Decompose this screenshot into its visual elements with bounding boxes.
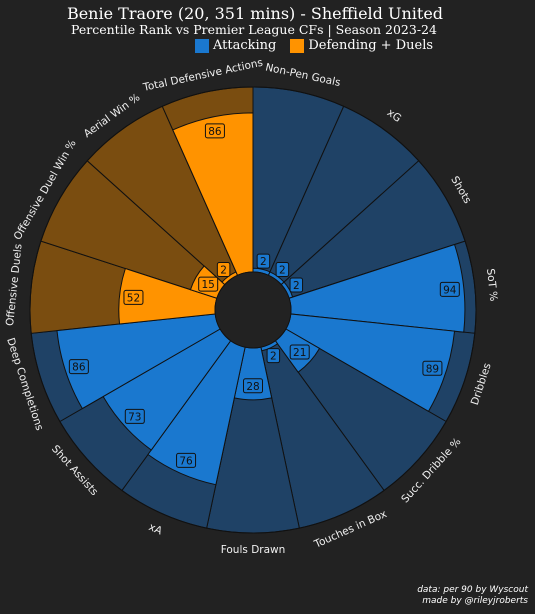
legend-label-attacking: Attacking	[213, 38, 277, 53]
value-label-xg: 2	[275, 262, 290, 278]
value-label-text-offensive-duels: 52	[127, 292, 140, 304]
value-label-box-shots	[289, 277, 304, 293]
chart-title: Benie Traore (20, 351 mins) - Sheffield …	[66, 4, 444, 23]
legend-item-defending: Defending + Duels	[290, 38, 433, 53]
value-label-text-total-defensive-actions: 86	[208, 126, 222, 138]
value-label-box-xg	[275, 262, 290, 278]
value-label-box-non-pen-goals	[256, 253, 271, 269]
value-label-touches-in-box: 2	[266, 348, 281, 364]
value-label-text-aerial-win: 2	[220, 265, 227, 277]
value-label-text-fouls-drawn: 28	[246, 381, 259, 393]
value-label-box-offensive-duel-win	[198, 276, 219, 292]
footer-author: made by @rileyjroberts	[422, 596, 528, 606]
category-label-xa: xA	[147, 521, 165, 538]
category-label-xg: xG	[385, 107, 404, 125]
value-label-text-shot-assists: 73	[128, 411, 141, 423]
value-label-box-succ-dribble	[289, 344, 310, 360]
value-label-box-deep-completions	[68, 359, 89, 375]
value-label-text-deep-completions: 86	[72, 362, 86, 374]
value-label-total-defensive-actions: 86	[204, 123, 225, 139]
value-label-text-non-pen-goals: 2	[260, 256, 267, 268]
value-label-box-dribbles	[422, 360, 443, 376]
value-label-box-offensive-duels	[123, 289, 144, 305]
footer-data-source: data: per 90 by Wyscout	[417, 585, 528, 595]
legend: Attacking Defending + Duels	[195, 38, 447, 53]
category-label-shots: Shots	[448, 174, 473, 205]
category-label-sot: SoT %	[484, 268, 499, 302]
value-label-shots: 2	[289, 277, 304, 293]
category-label-offensive-duels: Offensive Duels	[4, 243, 25, 326]
value-label-text-touches-in-box: 2	[270, 351, 277, 363]
category-label-dribbles: Dribbles	[469, 362, 494, 407]
value-label-box-touches-in-box	[266, 348, 281, 364]
footer-credits: data: per 90 by Wyscout made by @rileyjr…	[417, 585, 528, 607]
value-label-box-xa	[176, 452, 197, 468]
value-label-deep-completions: 86	[68, 359, 89, 375]
outer-ring	[29, 86, 477, 534]
legend-swatch-attacking	[195, 38, 209, 53]
value-label-box-aerial-win	[216, 262, 231, 278]
legend-item-attacking: Attacking	[195, 38, 276, 53]
value-label-box-fouls-drawn	[243, 378, 263, 394]
value-label-non-pen-goals: 2	[256, 253, 271, 269]
value-label-dribbles: 89	[422, 360, 443, 376]
value-label-box-shot-assists	[124, 408, 145, 424]
value-label-text-dribbles: 89	[426, 363, 439, 375]
value-label-box-total-defensive-actions	[204, 123, 225, 139]
value-label-text-xg: 2	[279, 265, 286, 277]
value-label-text-xa: 76	[179, 455, 193, 467]
value-label-offensive-duel-win: 15	[198, 276, 219, 292]
value-label-text-sot: 94	[443, 284, 457, 296]
legend-label-defending: Defending + Duels	[308, 38, 434, 53]
chart-subtitle: Percentile Rank vs Premier League CFs | …	[71, 22, 437, 37]
center-hole	[214, 271, 292, 349]
value-label-box-sot	[439, 281, 460, 297]
value-label-sot: 94	[439, 281, 460, 297]
category-label-fouls-drawn: Fouls Drawn	[221, 544, 286, 556]
category-label-non-pen-goals: Non-Pen Goals	[264, 61, 341, 89]
value-label-fouls-drawn: 28	[243, 378, 263, 394]
value-label-succ-dribble: 21	[289, 344, 310, 360]
value-label-offensive-duels: 52	[123, 289, 144, 305]
value-label-aerial-win: 2	[216, 262, 231, 278]
value-label-xa: 76	[176, 452, 197, 468]
legend-swatch-defending	[290, 38, 305, 53]
value-label-text-shots: 2	[293, 280, 300, 292]
value-label-shot-assists: 73	[124, 408, 145, 424]
value-label-text-succ-dribble: 21	[293, 347, 306, 359]
value-label-text-offensive-duel-win: 15	[201, 279, 214, 291]
